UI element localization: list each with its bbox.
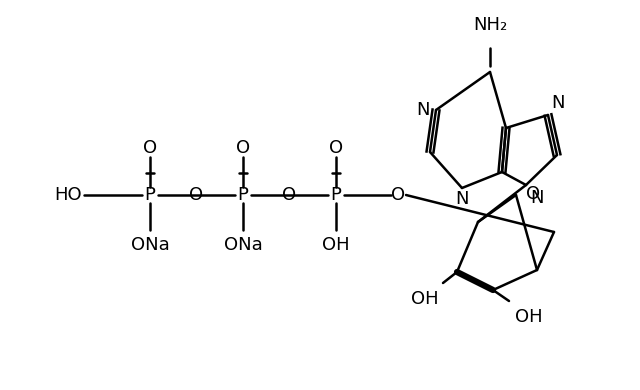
Text: OH: OH (322, 236, 350, 254)
Text: O: O (236, 139, 250, 157)
Text: O: O (143, 139, 157, 157)
Text: OH: OH (515, 308, 543, 326)
Text: N: N (417, 101, 430, 119)
Text: ONa: ONa (131, 236, 170, 254)
Text: OH: OH (411, 290, 439, 308)
Text: O: O (391, 186, 405, 204)
Text: P: P (331, 186, 341, 204)
Text: P: P (237, 186, 248, 204)
Text: N: N (551, 94, 564, 112)
Text: O: O (329, 139, 343, 157)
Text: O: O (189, 186, 203, 204)
Text: P: P (145, 186, 156, 204)
Text: NH₂: NH₂ (473, 16, 507, 34)
Text: O: O (526, 185, 540, 203)
Text: O: O (282, 186, 296, 204)
Text: HO: HO (54, 186, 82, 204)
Text: N: N (455, 190, 468, 208)
Text: ONa: ONa (223, 236, 262, 254)
Text: N: N (530, 189, 543, 207)
